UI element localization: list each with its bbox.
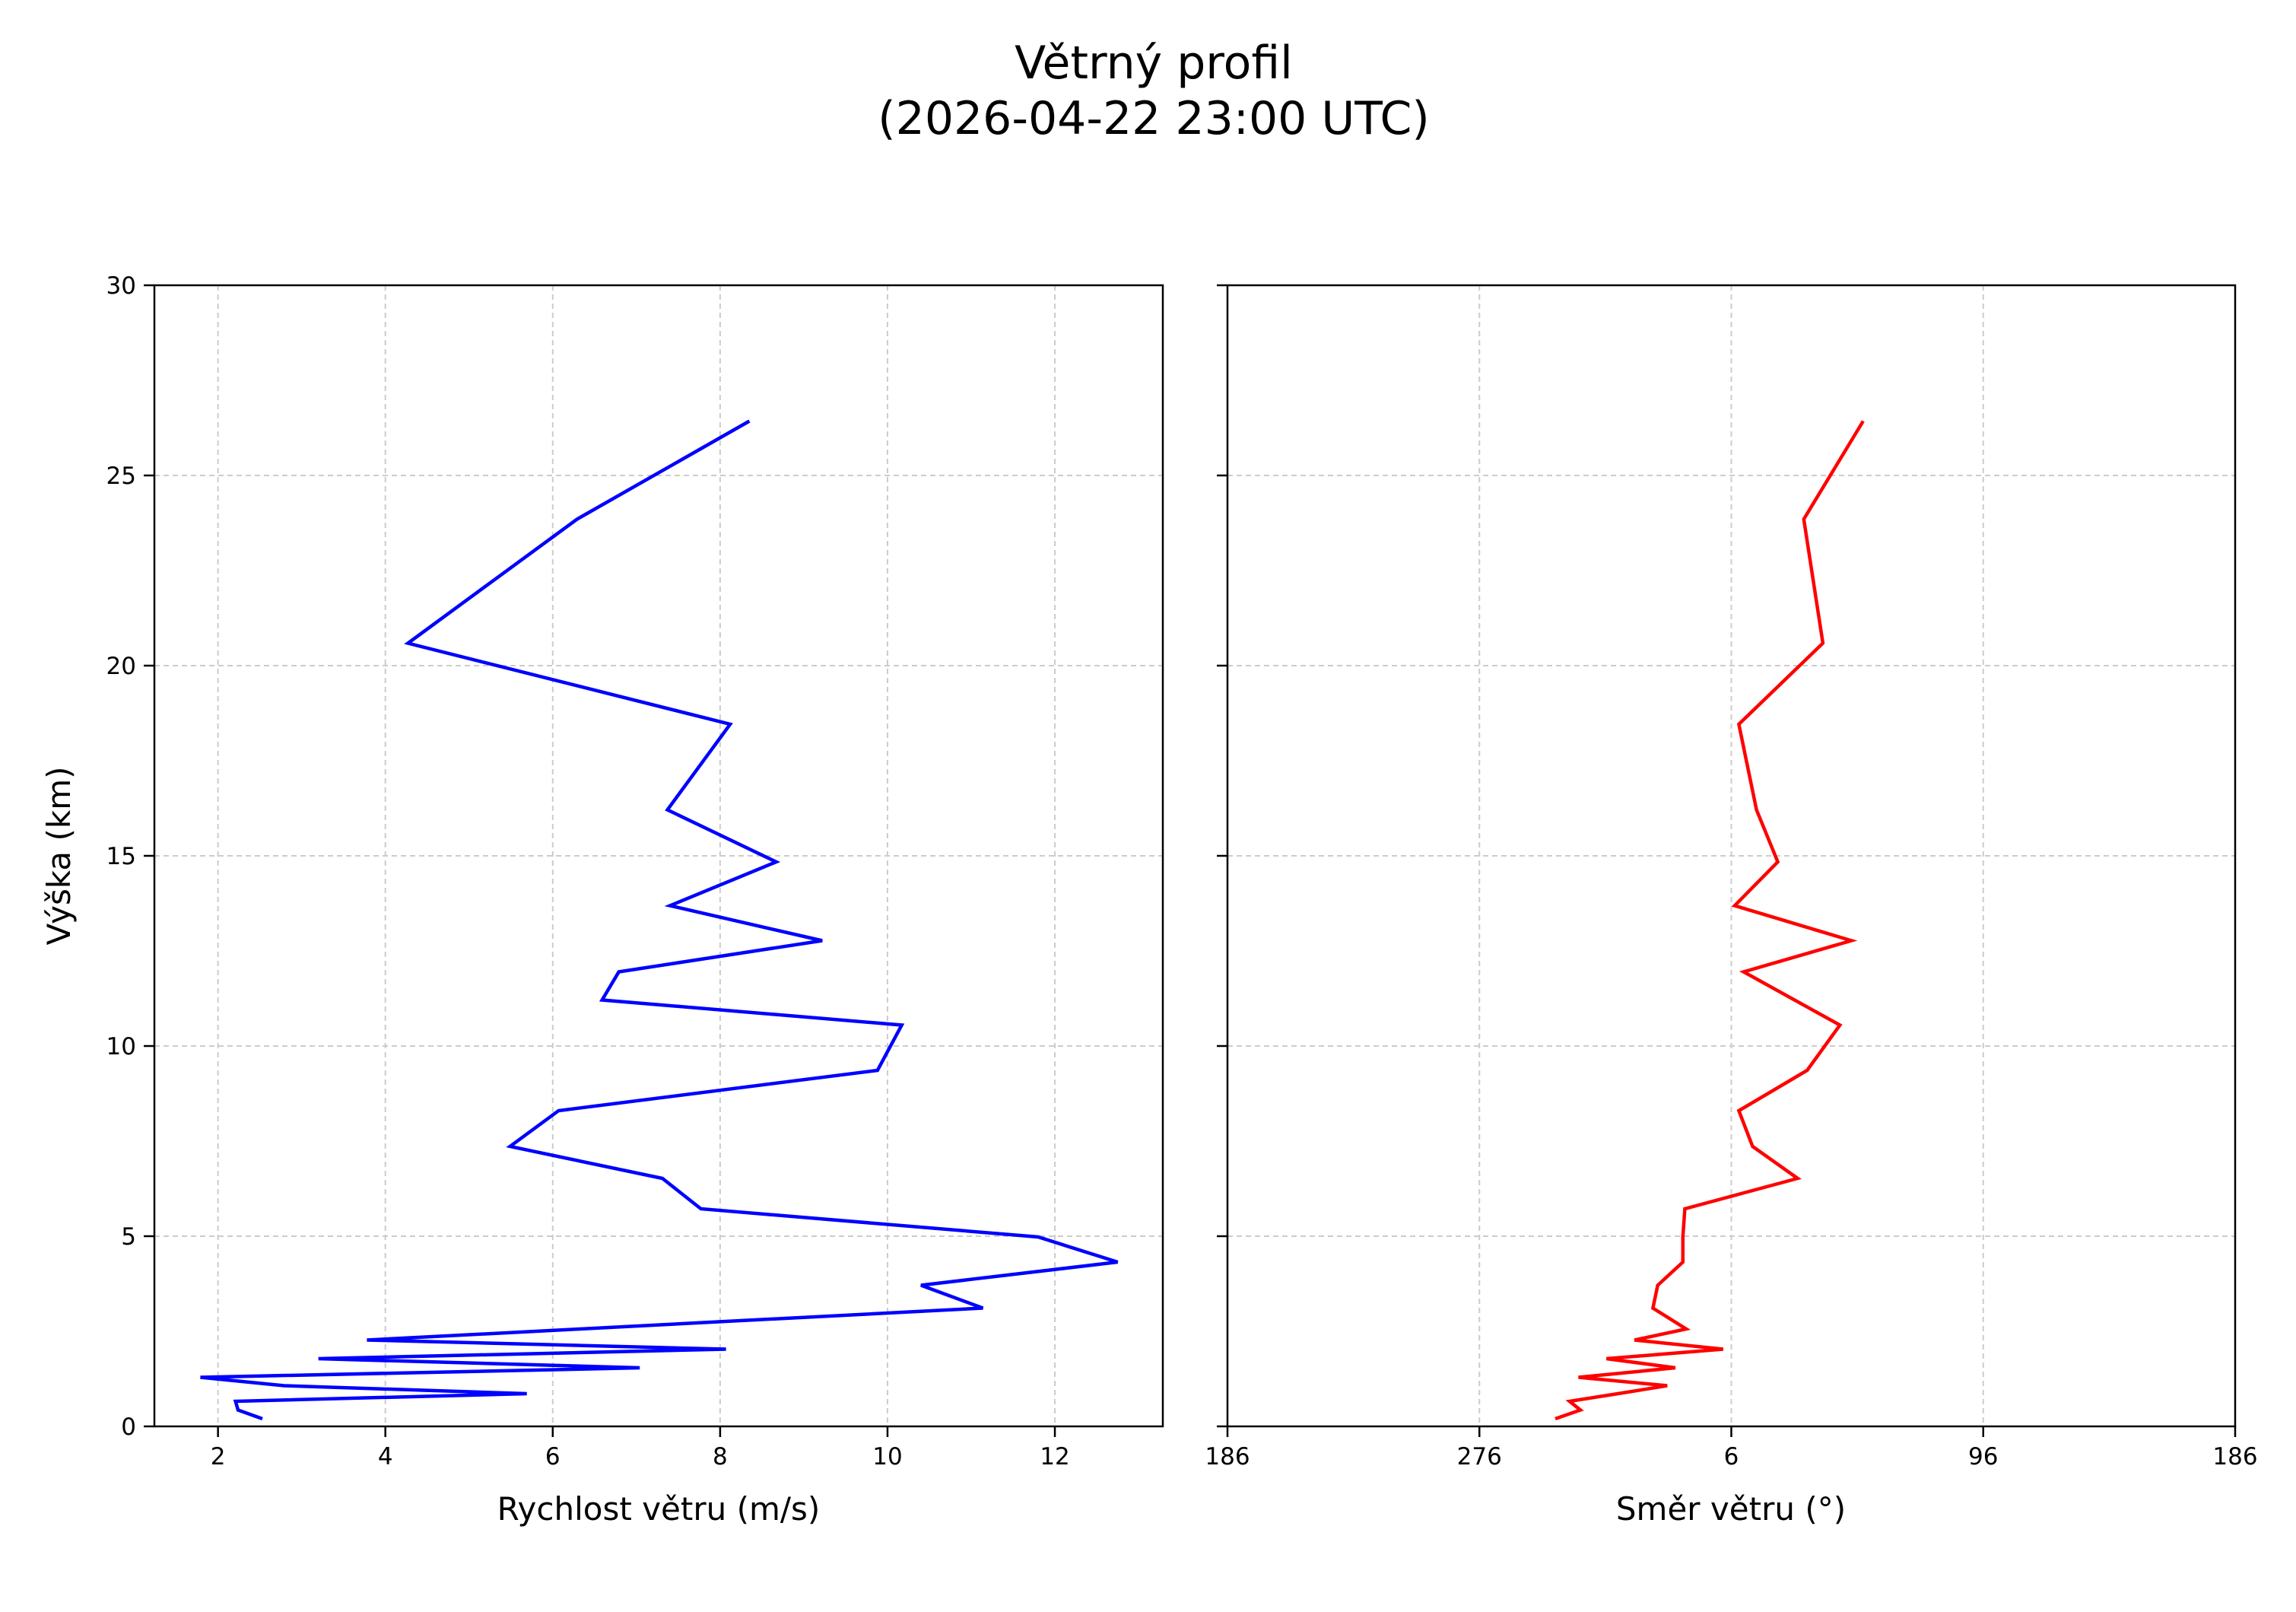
y-axis-label: Výška (km) <box>40 766 78 945</box>
chart-title-line2: (2026-04-22 23:00 UTC) <box>878 92 1430 145</box>
y-tick-label: 10 <box>106 1033 136 1060</box>
speed-axes: 2 4 6 8 10 12 0 5 10 15 20 25 30 <box>106 272 1164 1471</box>
x-tick-label: 12 <box>1040 1443 1069 1471</box>
y-tick-label: 20 <box>106 653 136 680</box>
y-tick-label: 30 <box>106 272 136 300</box>
x-tick-label: 4 <box>378 1443 393 1471</box>
x-tick-label: 8 <box>713 1443 728 1471</box>
chart-title-line1: Větrný profil <box>1015 37 1293 90</box>
y-tick-label: 25 <box>106 463 136 490</box>
x-tick-label: 10 <box>872 1443 902 1471</box>
x-tick-label: 2 <box>211 1443 226 1471</box>
direction-x-axis-label: Směr větru (°) <box>1616 1490 1846 1528</box>
direction-axes: 186 276 6 96 186 <box>1205 284 2258 1471</box>
x-tick-label: 186 <box>1205 1443 1250 1471</box>
y-tick-label: 15 <box>106 843 136 870</box>
direction-line <box>1554 420 1865 1421</box>
x-tick-label: 6 <box>545 1443 561 1471</box>
x-tick-label: 96 <box>1968 1443 1998 1471</box>
speed-x-axis-label: Rychlost větru (m/s) <box>497 1490 821 1528</box>
y-tick-label: 0 <box>121 1413 136 1441</box>
x-tick-label: 6 <box>1724 1443 1739 1471</box>
y-tick-label: 5 <box>121 1223 136 1251</box>
x-tick-label: 276 <box>1457 1443 1502 1471</box>
speed-line <box>200 419 1119 1421</box>
x-tick-label: 186 <box>2212 1443 2257 1471</box>
